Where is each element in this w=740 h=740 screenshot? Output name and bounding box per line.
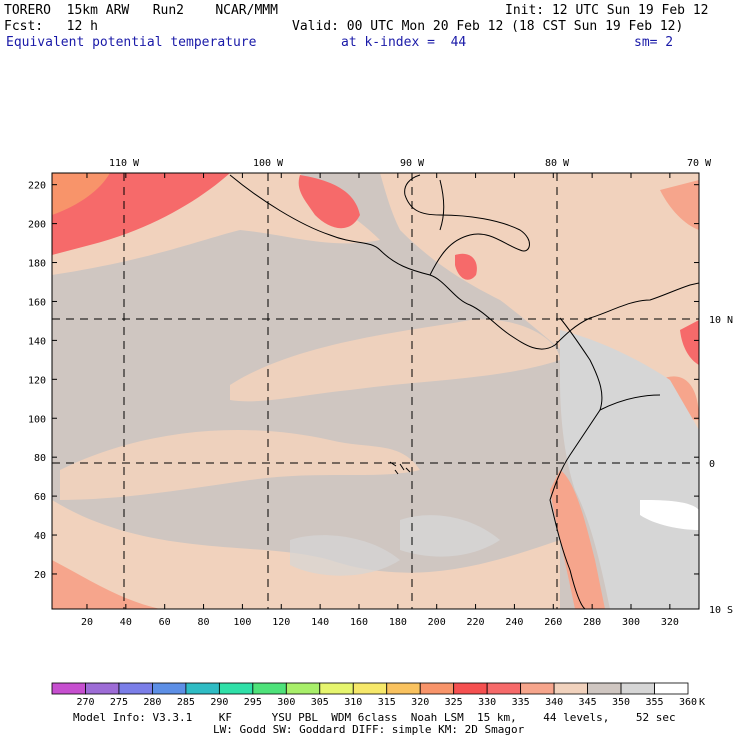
x-axis: 20 40 60 80 100 120 140 160 180 200 220 240 260 280 30… [81, 173, 679, 628]
x-tick-label: 280 [583, 617, 601, 628]
x-tick-label: 220 [467, 617, 485, 628]
latitude-label: 10 S [709, 605, 733, 616]
latitude-label: 0 [709, 459, 715, 470]
legend-swatch [218, 682, 254, 695]
legend-value: 335 [512, 697, 530, 708]
legend-value: 360 [679, 697, 697, 708]
legend-swatch [85, 682, 120, 695]
x-tick-label: 240 [505, 617, 523, 628]
legend-swatch [51, 682, 86, 695]
model-title: TORERO 15km ARW Run2 NCAR/MMM [4, 3, 278, 18]
legend-swatch [520, 682, 555, 695]
y-tick-label: 100 [28, 414, 46, 425]
latitude-label: 10 N [709, 315, 733, 326]
x-tick-label: 200 [428, 617, 446, 628]
legend-value: 270 [76, 697, 94, 708]
y-tick-label: 200 [28, 220, 46, 231]
plot-frame [51, 172, 700, 610]
y-tick-label: 60 [34, 492, 46, 503]
y-tick-label: 80 [34, 453, 46, 464]
legend-swatch [620, 682, 655, 695]
legend-value: 325 [445, 697, 463, 708]
legend-swatch [453, 682, 488, 695]
legend-swatch [587, 682, 622, 695]
longitude-label: 80 W [545, 158, 570, 169]
x-tick-label: 20 [81, 617, 93, 628]
legend-labels: 270 275 280 285 290 295 300 305 310 315 320 325 330 3… [76, 697, 705, 708]
legend-swatch [285, 682, 321, 695]
legend-swatch [152, 682, 187, 695]
smoothing: sm= 2 [634, 35, 674, 50]
field-name: Equivalent potential temperature [6, 35, 257, 50]
legend-value: 280 [143, 697, 161, 708]
x-tick-label: 320 [661, 617, 679, 628]
legend-swatch [252, 682, 287, 695]
x-tick-label: 100 [233, 617, 251, 628]
forecast-hour: Fcst: 12 h [4, 19, 98, 34]
x-tick-label: 300 [622, 617, 640, 628]
y-tick-label: 40 [34, 531, 46, 542]
valid-time: Valid: 00 UTC Mon 20 Feb 12 (18 CST Sun … [292, 19, 684, 34]
legend-value: 290 [210, 697, 228, 708]
legend-unit: K [699, 697, 705, 708]
legend-swatch [118, 682, 153, 695]
legend-swatch [352, 682, 388, 695]
y-tick-label: 120 [28, 375, 46, 386]
longitude-label: 90 W [400, 158, 425, 169]
y-tick-label: 160 [28, 297, 46, 308]
model-info: Model Info: V3.3.1 KF YSU PBL WDM 6class… [73, 711, 676, 724]
init-time: Init: 12 UTC Sun 19 Feb 12 [505, 3, 709, 18]
legend-swatch [419, 682, 455, 695]
legend-value: 330 [478, 697, 496, 708]
legend-value: 345 [579, 697, 597, 708]
legend-swatch [386, 682, 421, 695]
x-tick-label: 180 [389, 617, 407, 628]
y-tick-label: 20 [34, 570, 46, 581]
x-tick-label: 40 [120, 617, 132, 628]
longitude-label: 70 W [687, 158, 712, 169]
y-tick-label: 220 [28, 181, 46, 192]
x-tick-label: 260 [544, 617, 562, 628]
theta-e-field [52, 173, 699, 609]
legend-swatch [319, 682, 354, 695]
legend-value: 275 [110, 697, 128, 708]
coastline [229, 174, 699, 609]
legend-value: 320 [411, 697, 429, 708]
legend-value: 315 [378, 697, 396, 708]
legend-value: 285 [177, 697, 195, 708]
x-tick-label: 160 [350, 617, 368, 628]
legend-swatch [553, 682, 588, 695]
y-axis: 20 40 60 80 100 120 140 160 180 200 220 [28, 181, 699, 581]
legend-swatch [486, 682, 522, 695]
legend-swatch [185, 682, 220, 695]
legend-value: 305 [311, 697, 329, 708]
graticule [52, 173, 699, 609]
y-tick-label: 180 [28, 259, 46, 270]
color-legend [51, 682, 689, 695]
legend-value: 310 [344, 697, 362, 708]
legend-swatch [654, 682, 689, 695]
legend-value: 300 [277, 697, 295, 708]
x-tick-label: 120 [272, 617, 290, 628]
level-index: at k-index = 44 [341, 35, 467, 50]
y-tick-label: 140 [28, 336, 46, 347]
longitude-label: 110 W [109, 158, 140, 169]
legend-value: 340 [545, 697, 563, 708]
x-tick-label: 140 [311, 617, 329, 628]
physics-info: LW: Godd SW: Goddard DIFF: simple KM: 2D… [213, 723, 525, 736]
legend-value: 295 [244, 697, 262, 708]
longitude-labels: 110 W 100 W 90 W 80 W 70 W [109, 158, 712, 169]
x-tick-label: 80 [198, 617, 210, 628]
legend-value: 355 [645, 697, 663, 708]
latitude-labels: 10 N 0 10 S [709, 315, 733, 616]
legend-value: 350 [612, 697, 630, 708]
x-tick-label: 60 [159, 617, 171, 628]
longitude-label: 100 W [253, 158, 284, 169]
